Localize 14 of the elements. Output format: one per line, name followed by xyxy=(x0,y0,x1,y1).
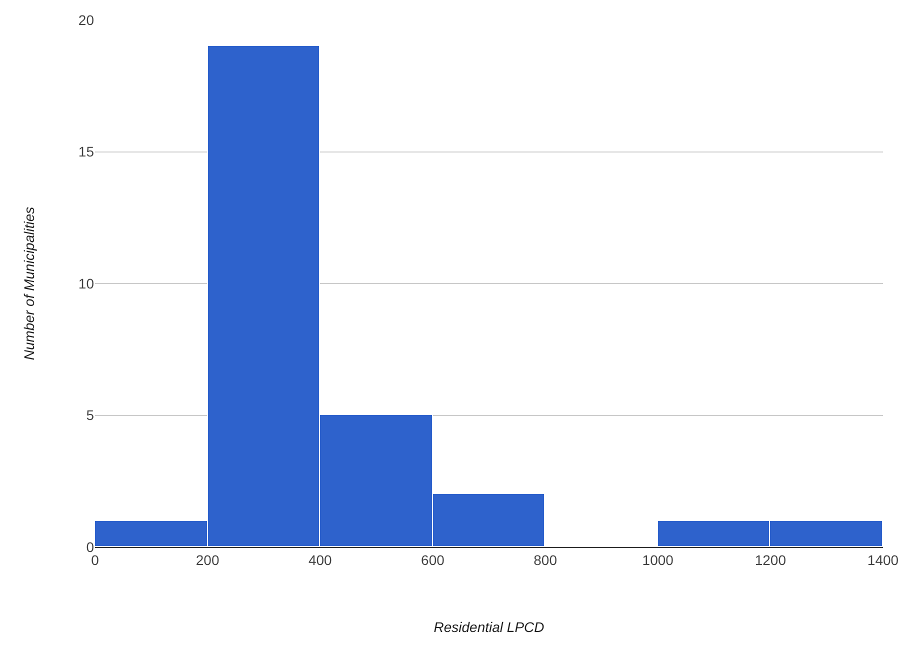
x-tick-label: 1200 xyxy=(754,552,786,568)
y-axis-title: Number of Municipalities xyxy=(21,206,38,360)
y-tick-label: 10 xyxy=(78,275,94,292)
y-tick-label: 20 xyxy=(78,12,94,28)
x-tick-label: 1000 xyxy=(642,552,674,568)
x-tick-label: 600 xyxy=(421,552,445,568)
y-tick-label: 0 xyxy=(86,538,94,555)
x-tick-label: 1400 xyxy=(867,552,899,568)
x-axis-title: Residential LPCD xyxy=(434,619,544,636)
y-tick-label: 15 xyxy=(78,144,94,160)
y-tick-label: 5 xyxy=(86,407,94,424)
x-tick-label: 200 xyxy=(196,552,220,568)
x-tick-label: 800 xyxy=(534,552,558,568)
x-tick-label: 400 xyxy=(308,552,332,568)
